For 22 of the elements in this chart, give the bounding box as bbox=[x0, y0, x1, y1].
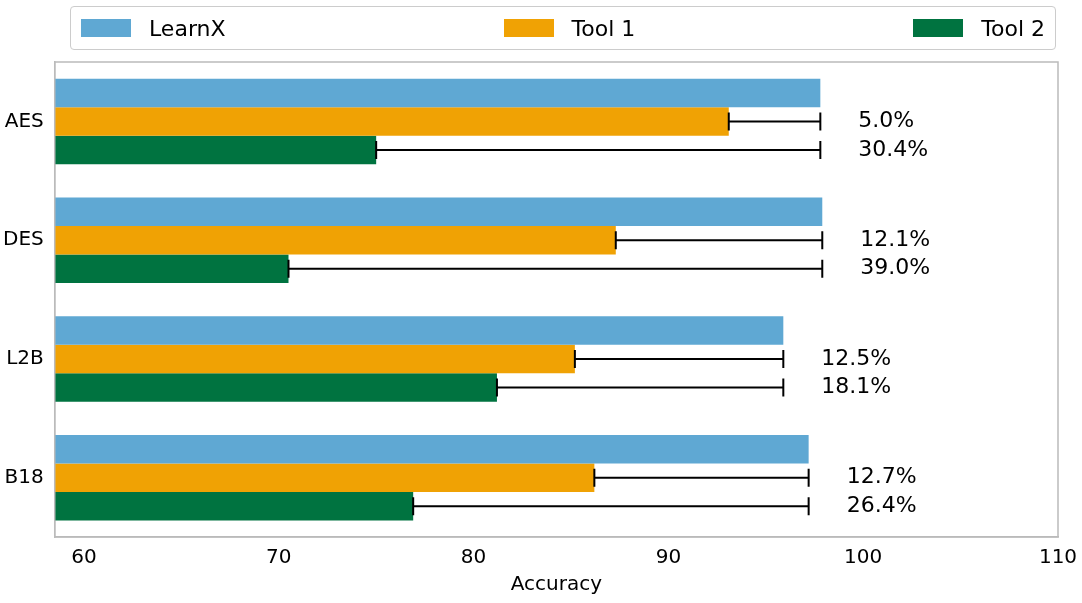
annotation: 26.4% bbox=[846, 491, 917, 517]
x-axis-title: Accuracy bbox=[510, 571, 603, 596]
x-tick-label: 100 bbox=[844, 544, 883, 569]
x-tick-label: 90 bbox=[655, 544, 682, 569]
y-tick-label: DES bbox=[3, 226, 44, 251]
y-tick-label: AES bbox=[4, 107, 44, 132]
annotation: 5.0% bbox=[858, 107, 915, 133]
y-tick-label: B18 bbox=[4, 463, 44, 488]
x-tick-label: 60 bbox=[71, 544, 97, 569]
x-tick-label: 110 bbox=[1038, 544, 1078, 569]
legend-label: LearnX bbox=[149, 15, 226, 41]
legend-label: Tool 1 bbox=[571, 15, 636, 41]
x-tick-label: 70 bbox=[266, 544, 292, 569]
annotation: 12.5% bbox=[821, 344, 892, 370]
y-tick-label: L2B bbox=[6, 345, 44, 370]
annotation: 12.1% bbox=[860, 225, 931, 251]
legend-label: Tool 2 bbox=[981, 15, 1045, 41]
annotation: 39.0% bbox=[860, 254, 931, 280]
x-tick-label: 80 bbox=[460, 544, 487, 569]
annotation: 18.1% bbox=[821, 373, 892, 399]
annotation: 12.7% bbox=[846, 463, 917, 489]
annotation: 30.4% bbox=[858, 135, 929, 161]
